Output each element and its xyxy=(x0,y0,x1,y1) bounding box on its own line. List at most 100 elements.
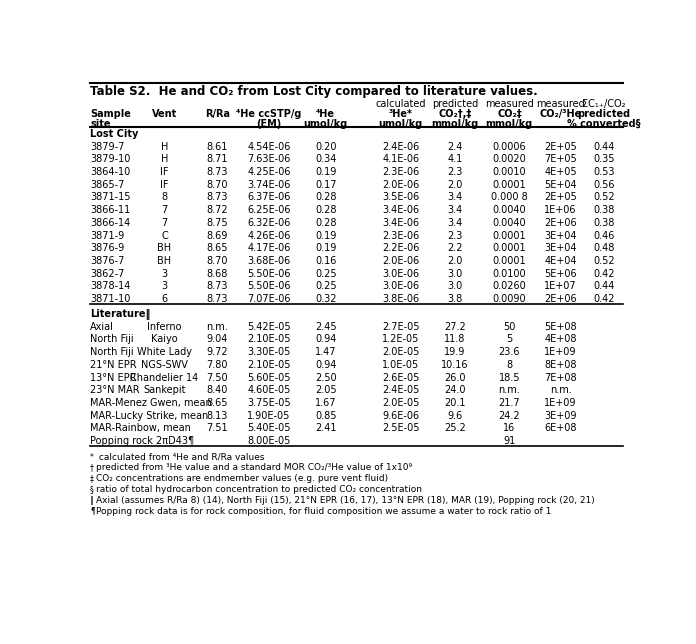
Text: R/Ra: R/Ra xyxy=(205,109,230,119)
Text: 50: 50 xyxy=(503,322,516,332)
Text: 2.5E-05: 2.5E-05 xyxy=(382,423,420,433)
Text: 9.6E-06: 9.6E-06 xyxy=(382,411,420,421)
Text: 0.48: 0.48 xyxy=(593,243,615,253)
Text: 8.75: 8.75 xyxy=(207,218,228,228)
Text: H: H xyxy=(161,142,168,151)
Text: 3.74E-06: 3.74E-06 xyxy=(248,180,291,190)
Text: mmol/kg: mmol/kg xyxy=(486,119,533,129)
Text: 5: 5 xyxy=(506,334,512,345)
Text: 7: 7 xyxy=(161,218,168,228)
Text: 8.00E-05: 8.00E-05 xyxy=(248,436,291,446)
Text: White Lady: White Lady xyxy=(137,347,192,357)
Text: Kaiyo: Kaiyo xyxy=(151,334,177,345)
Text: 2.4: 2.4 xyxy=(448,142,463,151)
Text: 9.04: 9.04 xyxy=(207,334,228,345)
Text: measured: measured xyxy=(536,99,585,109)
Text: 27.2: 27.2 xyxy=(444,322,466,332)
Text: 19.9: 19.9 xyxy=(445,347,466,357)
Text: MAR-Lucky Strike, mean: MAR-Lucky Strike, mean xyxy=(90,411,208,421)
Text: 2E+05: 2E+05 xyxy=(544,142,577,151)
Text: 3.0: 3.0 xyxy=(448,281,463,291)
Text: 26.0: 26.0 xyxy=(444,373,466,383)
Text: 3.68E-06: 3.68E-06 xyxy=(248,256,291,266)
Text: 7: 7 xyxy=(161,205,168,215)
Text: 2.2E-06: 2.2E-06 xyxy=(382,243,420,253)
Text: predicted: predicted xyxy=(578,109,631,119)
Text: 3E+04: 3E+04 xyxy=(544,243,577,253)
Text: 3E+04: 3E+04 xyxy=(544,231,577,240)
Text: 7.51: 7.51 xyxy=(207,423,228,433)
Text: 4.17E-06: 4.17E-06 xyxy=(248,243,291,253)
Text: 8.13: 8.13 xyxy=(207,411,228,421)
Text: 0.94: 0.94 xyxy=(315,334,336,345)
Text: 3.0: 3.0 xyxy=(448,269,463,279)
Text: 25.2: 25.2 xyxy=(444,423,466,433)
Text: 4.26E-06: 4.26E-06 xyxy=(248,231,291,240)
Text: NGS-SWV: NGS-SWV xyxy=(141,360,188,370)
Text: 1.2E-05: 1.2E-05 xyxy=(382,334,420,345)
Text: CO₂‡: CO₂‡ xyxy=(497,109,522,119)
Text: ‡: ‡ xyxy=(90,474,94,483)
Text: ¶: ¶ xyxy=(90,507,95,516)
Text: 24.2: 24.2 xyxy=(498,411,520,421)
Text: 8.69: 8.69 xyxy=(207,231,228,240)
Text: 0.0090: 0.0090 xyxy=(493,294,526,304)
Text: Sample: Sample xyxy=(90,109,131,119)
Text: 0.000 8: 0.000 8 xyxy=(491,193,528,202)
Text: 7E+08: 7E+08 xyxy=(544,373,577,383)
Text: 3.8: 3.8 xyxy=(448,294,463,304)
Text: 7.07E-06: 7.07E-06 xyxy=(247,294,291,304)
Text: 8.68: 8.68 xyxy=(207,269,228,279)
Text: 6E+08: 6E+08 xyxy=(544,423,577,433)
Text: 0.0260: 0.0260 xyxy=(493,281,526,291)
Text: 2.3E-06: 2.3E-06 xyxy=(382,167,420,177)
Text: 0.19: 0.19 xyxy=(315,167,336,177)
Text: 3.5E-06: 3.5E-06 xyxy=(382,193,420,202)
Text: 2.10E-05: 2.10E-05 xyxy=(247,334,291,345)
Text: 0.46: 0.46 xyxy=(593,231,615,240)
Text: 1.90E-05: 1.90E-05 xyxy=(248,411,291,421)
Text: 2E+06: 2E+06 xyxy=(544,294,577,304)
Text: 2.05: 2.05 xyxy=(315,385,336,395)
Text: 0.20: 0.20 xyxy=(315,142,336,151)
Text: 4.54E-06: 4.54E-06 xyxy=(248,142,291,151)
Text: 2.4E-05: 2.4E-05 xyxy=(382,385,420,395)
Text: 3871-10: 3871-10 xyxy=(90,294,130,304)
Text: 2.3: 2.3 xyxy=(448,231,463,240)
Text: 3.30E-05: 3.30E-05 xyxy=(248,347,291,357)
Text: Inferno: Inferno xyxy=(148,322,182,332)
Text: 8E+08: 8E+08 xyxy=(544,360,577,370)
Text: ³He*: ³He* xyxy=(389,109,413,119)
Text: measured: measured xyxy=(485,99,534,109)
Text: 2.41: 2.41 xyxy=(315,423,336,433)
Text: 1E+06: 1E+06 xyxy=(544,205,577,215)
Text: 0.28: 0.28 xyxy=(315,218,336,228)
Text: 0.19: 0.19 xyxy=(315,243,336,253)
Text: 8.72: 8.72 xyxy=(207,205,228,215)
Text: 8.73: 8.73 xyxy=(207,281,228,291)
Text: 3871-9: 3871-9 xyxy=(90,231,125,240)
Text: CO₂ concentrations are endmember values (e.g. pure vent fluid): CO₂ concentrations are endmember values … xyxy=(95,474,388,483)
Text: 8.73: 8.73 xyxy=(207,294,228,304)
Text: 8.73: 8.73 xyxy=(207,193,228,202)
Text: 3.0E-06: 3.0E-06 xyxy=(382,281,420,291)
Text: North Fiji: North Fiji xyxy=(90,334,134,345)
Text: (EM): (EM) xyxy=(257,119,282,129)
Text: 0.0001: 0.0001 xyxy=(493,243,526,253)
Text: 0.85: 0.85 xyxy=(315,411,336,421)
Text: 91: 91 xyxy=(503,436,516,446)
Text: 0.42: 0.42 xyxy=(593,269,615,279)
Text: 0.0006: 0.0006 xyxy=(493,142,526,151)
Text: ‖: ‖ xyxy=(90,496,94,505)
Text: 5.50E-06: 5.50E-06 xyxy=(247,281,291,291)
Text: IF: IF xyxy=(160,180,168,190)
Text: 0.34: 0.34 xyxy=(315,155,336,164)
Text: Lost City: Lost City xyxy=(90,129,139,139)
Text: 9.6: 9.6 xyxy=(448,411,463,421)
Text: 0.25: 0.25 xyxy=(315,281,336,291)
Text: 3.0E-06: 3.0E-06 xyxy=(382,269,420,279)
Text: 0.44: 0.44 xyxy=(593,281,615,291)
Text: 2E+06: 2E+06 xyxy=(544,218,577,228)
Text: 3864-10: 3864-10 xyxy=(90,167,130,177)
Text: 5E+06: 5E+06 xyxy=(544,269,577,279)
